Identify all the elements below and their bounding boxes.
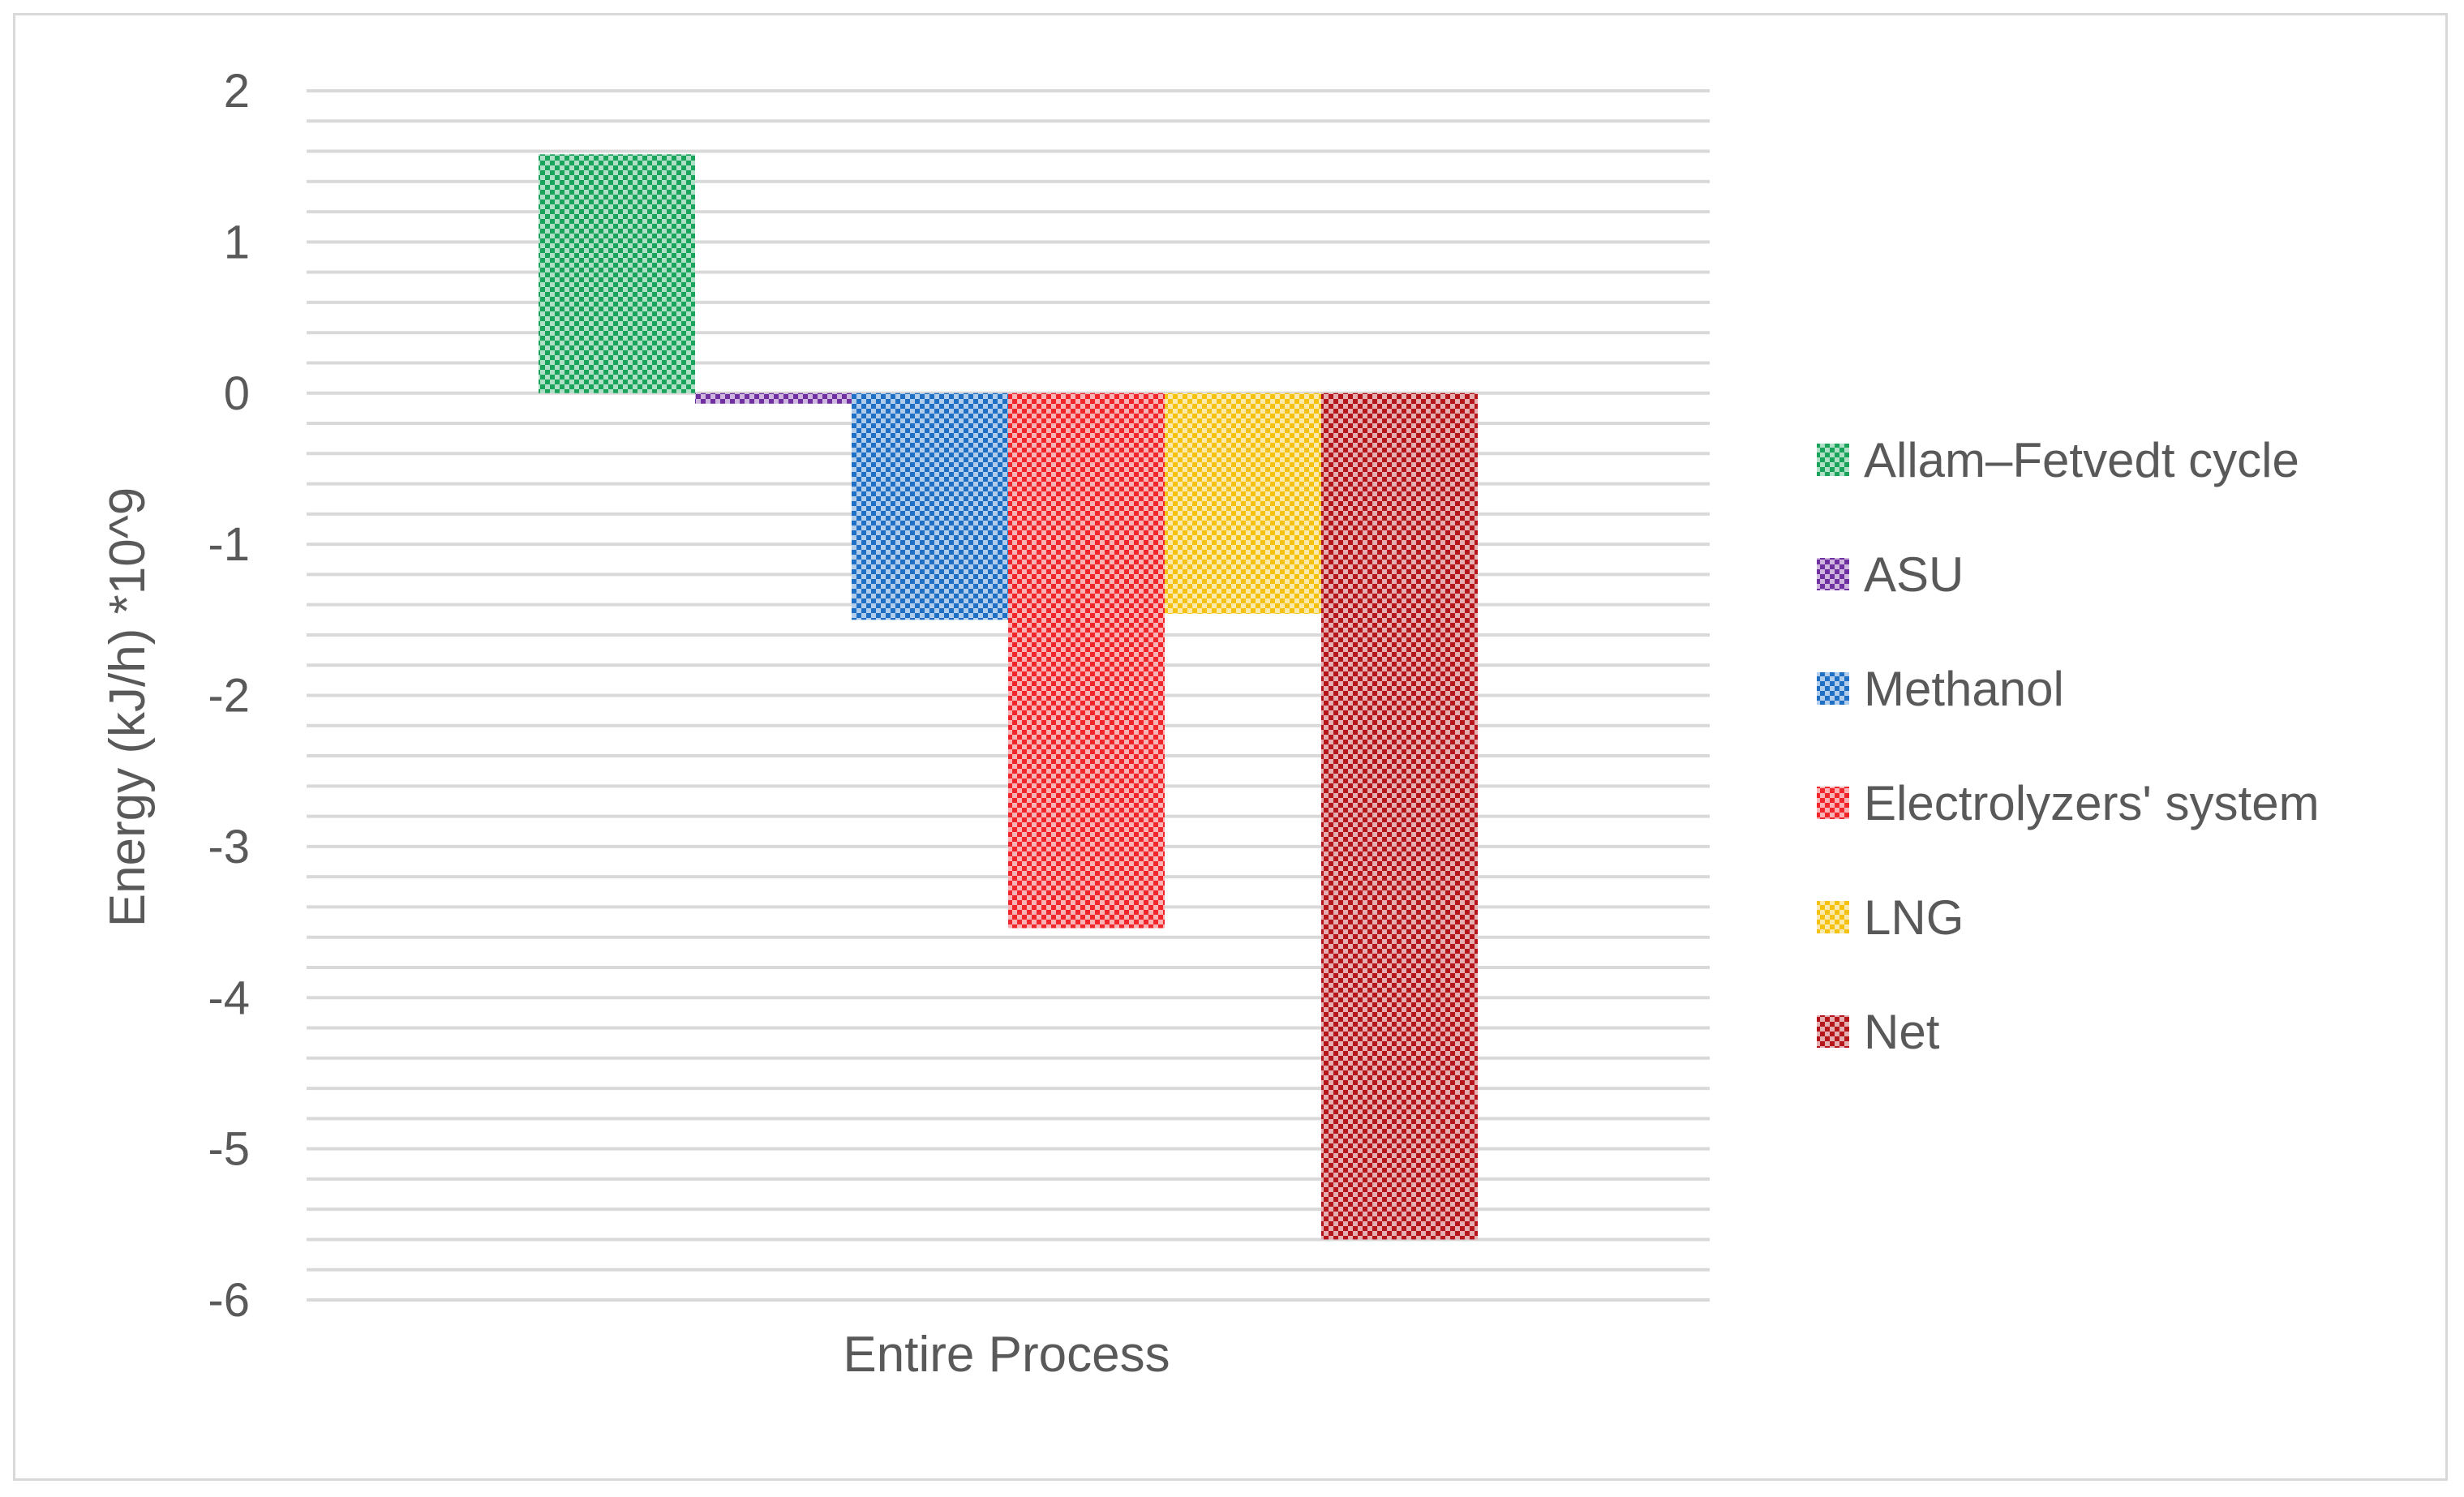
y-axis-title: Energy (kJ/h) *10^9	[100, 487, 156, 928]
legend: Allam–Fetvedt cycle ASU Methanol Electrolyz…	[1817, 433, 2320, 1059]
x-category-label: Entire Process	[843, 1327, 1170, 1383]
legend-item: ASU	[1817, 547, 1964, 602]
y-tick-label: -6	[208, 1274, 250, 1327]
legend-swatch	[1817, 558, 1849, 590]
y-tick-label: -3	[208, 821, 250, 873]
legend-swatch	[1817, 1015, 1849, 1048]
y-tick-label: 2	[224, 65, 250, 118]
y-tick-label: -4	[208, 972, 250, 1024]
bar-methanol	[852, 392, 1008, 620]
legend-item: Net	[1817, 1005, 1940, 1059]
y-axis-tick-labels: 2 1 0 -1 -2 -3 -4 -5 -6	[208, 65, 250, 1327]
legend-swatch	[1817, 787, 1849, 819]
bars	[539, 154, 1478, 1240]
legend-label: Methanol	[1864, 662, 2064, 716]
bar-lng	[1165, 392, 1321, 614]
legend-item: Allam–Fetvedt cycle	[1817, 433, 2299, 487]
legend-swatch	[1817, 901, 1849, 933]
bar-allam-fetvedt-cycle	[539, 154, 695, 393]
legend-swatch	[1817, 672, 1849, 705]
legend-item: Methanol	[1817, 662, 2064, 716]
legend-label: Allam–Fetvedt cycle	[1864, 433, 2299, 487]
bar-electrolyzers-system	[1008, 392, 1165, 929]
y-tick-label: -1	[208, 518, 250, 571]
bar-net	[1321, 392, 1478, 1240]
legend-label: ASU	[1864, 547, 1964, 602]
y-tick-label: -2	[208, 670, 250, 723]
legend-item: LNG	[1817, 890, 1964, 945]
legend-swatch	[1817, 444, 1849, 476]
chart-frame	[13, 13, 2448, 1481]
y-tick-label: 0	[224, 367, 250, 420]
bar-asu	[695, 392, 852, 404]
legend-item: Electrolyzers' system	[1817, 776, 2320, 830]
y-tick-label: -5	[208, 1123, 250, 1176]
legend-label: Net	[1864, 1005, 1940, 1059]
legend-label: LNG	[1864, 890, 1964, 945]
y-tick-label: 1	[224, 216, 250, 268]
legend-label: Electrolyzers' system	[1864, 776, 2320, 830]
x-axis-category-labels: Entire Process	[843, 1327, 1170, 1383]
